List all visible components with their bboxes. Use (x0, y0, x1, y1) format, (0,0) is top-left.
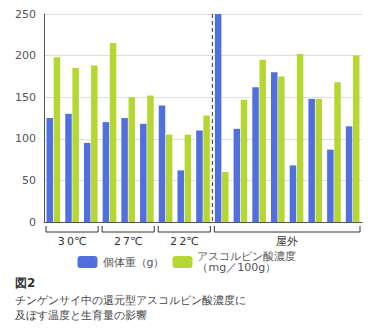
svg-text:図2: 図2 (15, 276, 35, 290)
svg-text:50: 50 (22, 174, 36, 187)
svg-text:3 0℃: 3 0℃ (58, 235, 87, 248)
svg-text:100: 100 (15, 132, 36, 145)
svg-text:及ぼす温度と生育量の影響: 及ぼす温度と生育量の影響 (15, 309, 147, 322)
svg-text:（mg／100g）: （mg／100g） (197, 261, 276, 274)
svg-text:屋外: 屋外 (276, 235, 298, 248)
svg-text:2 2℃: 2 2℃ (170, 235, 199, 248)
svg-text:個体重（g）: 個体重（g） (103, 256, 165, 269)
svg-text:0: 0 (29, 216, 36, 229)
svg-text:2 7℃: 2 7℃ (114, 235, 143, 248)
svg-text:150: 150 (15, 91, 36, 104)
svg-text:250: 250 (15, 8, 36, 21)
svg-text:アスコルビン酸濃度: アスコルビン酸濃度 (197, 250, 297, 263)
svg-text:200: 200 (15, 49, 36, 62)
svg-text:チンゲンサイ中の還元型アスコルビン酸濃度に: チンゲンサイ中の還元型アスコルビン酸濃度に (15, 294, 246, 307)
